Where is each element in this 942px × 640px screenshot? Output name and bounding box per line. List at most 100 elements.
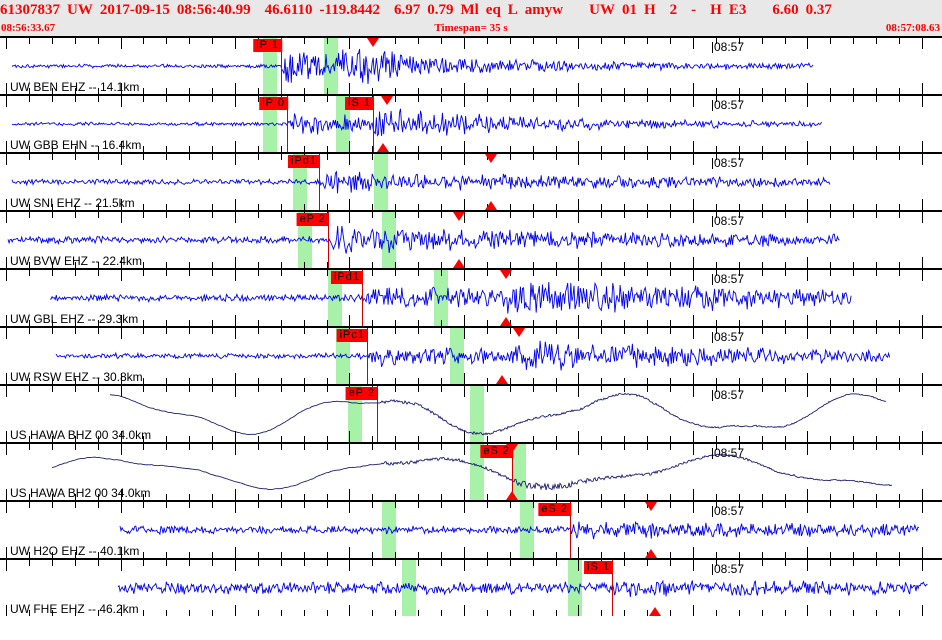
panel-time-label-text: 08:57 <box>714 98 745 112</box>
pick-line[interactable] <box>512 444 513 500</box>
channel-label-bvw-ehz[interactable]: UW BVW EHZ -- 22.4km <box>10 254 143 268</box>
timespan-bar: 08:56:33.67 Timespan= 35 s 08:57:08.63 <box>0 20 942 36</box>
panel-time-label-text: 08:57 <box>714 214 745 228</box>
pick-line[interactable] <box>319 154 320 210</box>
pick-line[interactable] <box>281 38 282 94</box>
version-number: 01 <box>621 2 637 18</box>
trace-panel-fhe-ehz[interactable]: iS 1 08:57 UW FHE EHZ -- 46.2km <box>0 558 942 616</box>
panel-time-label-text: 08:57 <box>714 330 745 344</box>
channel-label-ben-ehz[interactable]: UW BEN EHZ -- 14.1km <box>10 80 140 94</box>
pick-label[interactable]: iP 1 <box>253 39 282 52</box>
pick-label[interactable]: iPd1 <box>330 271 363 284</box>
dash-separator: - <box>691 2 697 18</box>
time-tick-mark-icon <box>712 274 713 285</box>
panel-time-label: 08:57 <box>712 446 744 460</box>
trace-panel-bvw-ehz[interactable]: eP 2 08:57 UW BVW EHZ -- 22.4km <box>0 210 942 268</box>
magnitude: 0.79 <box>427 2 454 18</box>
channel-label-hawa-bh2[interactable]: US HAWA BH2 00 34.0km <box>10 486 151 500</box>
panel-time-label: 08:57 <box>712 272 744 286</box>
trace-panel-sni-ehz[interactable]: iPd1 08:57 UW SNI EHZ -- 21.5km <box>0 152 942 210</box>
pick-line[interactable] <box>377 386 378 442</box>
amplitude-marker-down-icon <box>453 212 465 221</box>
panel-time-label: 08:57 <box>712 156 744 170</box>
network-code: UW <box>67 2 93 18</box>
amplitude-marker-up-icon <box>645 549 657 558</box>
panel-time-label-text: 08:57 <box>714 562 745 576</box>
pick-line[interactable] <box>367 328 368 384</box>
pick-line[interactable] <box>287 96 288 152</box>
waveform-trace <box>51 453 893 491</box>
time-tick-mark-icon <box>712 506 713 517</box>
channel-label-fhe-ehz[interactable]: UW FHE EHZ -- 46.2km <box>10 602 139 616</box>
trace-panel-gbb-ehn[interactable]: iP 0 iS 1 08:57 UW GBB EHN -- 16.4km <box>0 94 942 152</box>
trace-panel-hawa-bh2[interactable]: eS 2 08:57 US HAWA BH2 00 34.0km <box>0 442 942 500</box>
channel-label-sni-ehz[interactable]: UW SNI EHZ -- 21.5km <box>10 196 135 210</box>
depth: 6.97 <box>393 2 421 18</box>
waveform-trace <box>109 392 887 436</box>
waveform-trace <box>11 48 814 84</box>
panel-time-label-text: 08:57 <box>714 40 745 54</box>
panel-time-label: 08:57 <box>712 330 744 344</box>
channel-label-h2o-ehz[interactable]: UW H2O EHZ -- 40.1km <box>10 544 140 558</box>
panel-time-label-text: 08:57 <box>714 504 745 518</box>
trace-panel-h2o-ehz[interactable]: eS 2 08:57 UW H2O EHZ -- 40.1km <box>0 500 942 558</box>
event-type: eq <box>485 2 501 18</box>
window-end-time: 08:57:08.63 <box>885 22 940 34</box>
amplitude-marker-down-icon <box>500 270 512 279</box>
amplitude-marker-up-icon <box>496 375 508 384</box>
trace-panel-ben-ehz[interactable]: iP 1 08:57 UW BEN EHZ -- 14.1km <box>0 36 942 94</box>
trace-panel-gbl-ehz[interactable]: iPd1 08:57 UW GBL EHZ -- 29.3km <box>0 268 942 326</box>
time-tick-mark-icon <box>712 448 713 459</box>
panel-time-label-text: 08:57 <box>714 272 745 286</box>
time-tick-mark-icon <box>712 100 713 111</box>
pick-line[interactable] <box>328 212 329 268</box>
pick-line[interactable] <box>612 560 613 616</box>
coda-window-band <box>374 154 388 210</box>
pick-line[interactable] <box>362 270 363 326</box>
waveform-trace <box>55 340 891 371</box>
waveform-trace <box>49 281 852 314</box>
channel-label-gbl-ehz[interactable]: UW GBL EHZ -- 29.3km <box>10 312 139 326</box>
pick-label[interactable]: iS 1 <box>345 97 374 110</box>
time-tick-mark-icon <box>712 332 713 343</box>
pick-line[interactable] <box>570 502 571 558</box>
pick-label[interactable]: iS 1 <box>584 561 613 574</box>
pick-label[interactable]: iPd1 <box>287 155 320 168</box>
trace-panel-hawa-bhz[interactable]: eP 2 08:57 US HAWA BHZ 00 34.0km <box>0 384 942 442</box>
amplitude-marker-down-icon <box>367 38 379 47</box>
coda-window-band <box>324 38 338 94</box>
time-tick-mark-icon <box>712 564 713 575</box>
pick-label[interactable]: iP 0 <box>259 97 288 110</box>
channel-label-rsw-ehz[interactable]: UW RSW EHZ -- 30.8km <box>10 370 143 384</box>
waveform-trace <box>119 520 920 540</box>
event-time: 08:56:40.99 <box>176 2 251 18</box>
pick-label[interactable]: eS 2 <box>538 503 571 516</box>
coda-window-band <box>512 444 526 500</box>
waveform-trace <box>7 225 840 254</box>
amplitude-marker-down-icon <box>485 154 497 163</box>
rms-value-b: 0.37 <box>805 2 832 18</box>
amplitude-marker-down-icon <box>513 328 525 337</box>
channel-label-gbb-ehn[interactable]: UW GBB EHN -- 16.4km <box>10 138 142 152</box>
waveform-trace <box>11 170 831 194</box>
panel-time-label: 08:57 <box>712 98 744 112</box>
trace-panel-rsw-ehz[interactable]: iPc1 08:57 UW RSW EHZ -- 30.8km <box>0 326 942 384</box>
channel-label-hawa-bhz[interactable]: US HAWA BHZ 00 34.0km <box>10 428 152 442</box>
pick-line[interactable] <box>373 96 374 152</box>
coda-window-band <box>568 560 582 616</box>
h-code: H <box>710 2 722 18</box>
rms-value-a: 6.60 <box>772 2 799 18</box>
pick-label[interactable]: eP 2 <box>296 213 329 226</box>
coda-window-band <box>470 444 484 500</box>
trace-panel-stack: iP 1 08:57 UW BEN EHZ -- 14.1km iP 0 iS 1 08:… <box>0 36 942 640</box>
amplitude-marker-up-icon <box>453 259 465 268</box>
coda-window-band <box>402 560 416 616</box>
panel-time-label-text: 08:57 <box>714 446 745 460</box>
pick-label[interactable]: iPc1 <box>336 329 368 342</box>
amplitude-marker-up-icon <box>377 143 389 152</box>
pick-label[interactable]: eS 2 <box>480 445 513 458</box>
amplitude-marker-down-icon <box>381 96 393 105</box>
event-id: 61307837 <box>0 2 60 18</box>
pick-label[interactable]: eP 2 <box>345 387 378 400</box>
coda-window-band <box>382 212 396 268</box>
